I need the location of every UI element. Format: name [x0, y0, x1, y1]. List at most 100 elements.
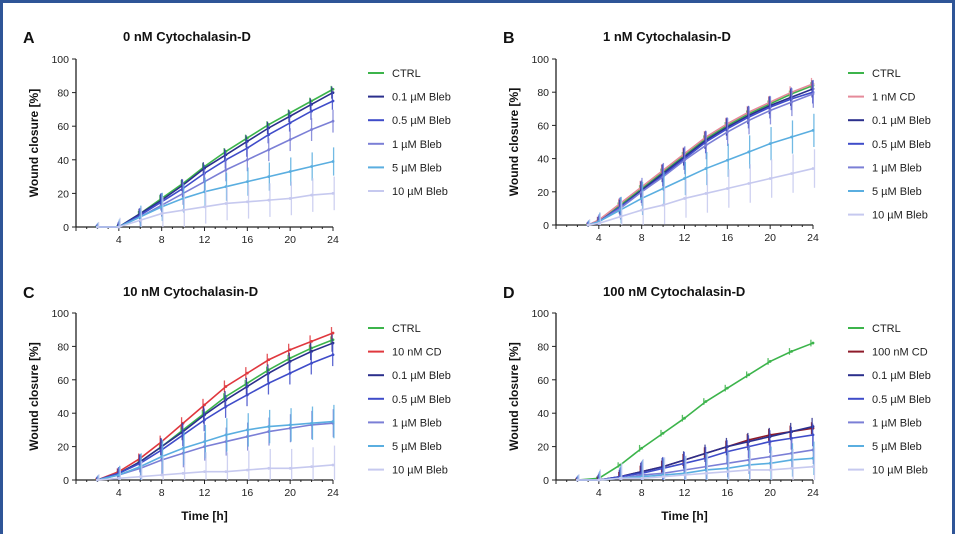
x-tick-label: 24 — [807, 487, 819, 499]
legend-label: CTRL — [872, 323, 901, 335]
panel-c: C 10 nM Cytochalasin-D 0 20 40 60 80 100 4 8 12 16 2… — [23, 284, 451, 523]
data-point — [181, 471, 185, 475]
series-2 — [575, 422, 815, 482]
data-point — [288, 348, 292, 352]
series-6 — [96, 176, 335, 229]
data-point — [267, 175, 271, 179]
data-point — [138, 218, 142, 222]
legend-label: 5 µM Bleb — [872, 441, 922, 453]
x-tick-label: 16 — [721, 232, 733, 244]
data-point — [661, 187, 665, 190]
series-line — [97, 91, 334, 228]
data-point — [747, 150, 751, 154]
data-point — [160, 473, 164, 477]
legend-label: 0.5 µM Bleb — [392, 394, 451, 406]
series-line — [97, 332, 334, 481]
legend-label: 10 µM Bleb — [872, 465, 928, 477]
legend-label: 1 µM Bleb — [872, 417, 922, 429]
data-point — [790, 100, 793, 104]
x-tick-label: 20 — [284, 487, 296, 499]
data-point — [224, 168, 228, 172]
x-axis-label: Time [h] — [181, 509, 227, 523]
data-point — [725, 470, 729, 474]
y-tick-label: 40 — [57, 408, 69, 420]
y-tick-label: 80 — [57, 88, 69, 100]
series-line — [97, 464, 334, 481]
data-point — [245, 468, 249, 472]
data-point — [704, 471, 708, 475]
data-point — [138, 465, 142, 469]
x-tick-label: 16 — [241, 487, 253, 499]
data-point — [267, 466, 271, 470]
legend-label: CTRL — [872, 68, 901, 80]
data-point — [704, 192, 708, 195]
y-tick-label: 20 — [537, 442, 549, 454]
data-point — [683, 473, 686, 477]
data-point — [245, 428, 249, 432]
series-line — [577, 342, 814, 481]
data-point — [811, 167, 815, 170]
y-axis-label: Wound closure [%] — [507, 342, 521, 450]
data-point — [768, 142, 772, 146]
data-point — [725, 158, 729, 162]
data-point — [288, 197, 292, 200]
x-tick-label: 20 — [764, 487, 776, 499]
chart-title: 1 nM Cytochalasin-D — [603, 29, 731, 44]
series-line — [97, 100, 334, 228]
data-point — [203, 418, 206, 422]
chart-title: 10 nM Cytochalasin-D — [123, 284, 258, 299]
series-line — [587, 129, 814, 226]
data-point — [245, 200, 249, 204]
data-point — [768, 440, 772, 443]
data-point — [331, 99, 335, 103]
legend-label: 5 µM Bleb — [392, 441, 442, 453]
y-tick-label: 60 — [537, 120, 549, 132]
y-tick-label: 60 — [57, 375, 69, 387]
x-tick-label: 24 — [327, 234, 339, 246]
y-axis-label: Wound closure [%] — [27, 342, 41, 450]
data-point — [181, 446, 185, 450]
series-7 — [96, 445, 336, 482]
legend-label: 10 µM Bleb — [392, 186, 448, 198]
data-point — [704, 468, 708, 472]
panel-d: D 100 nM Cytochalasin-D 0 20 40 60 80 100 4 8 12 16… — [503, 284, 931, 523]
series-7 — [576, 447, 816, 482]
legend-label: 10 nM CD — [392, 347, 442, 359]
data-point — [331, 353, 335, 357]
data-point — [267, 148, 271, 152]
legend-label: 0.1 µM Bleb — [392, 370, 451, 382]
data-point — [117, 473, 121, 477]
panel-a: A 0 nM Cytochalasin-D 0 20 40 60 80 100 4 8 12 16 20… — [23, 29, 451, 246]
y-tick-label: 20 — [57, 442, 69, 454]
y-tick-label: 60 — [537, 375, 549, 387]
data-point — [597, 221, 601, 225]
data-point — [245, 393, 249, 397]
data-point — [640, 197, 644, 200]
data-point — [310, 421, 313, 425]
legend-label: 5 µM Bleb — [872, 186, 922, 198]
data-point — [288, 466, 292, 470]
series-line — [97, 354, 334, 481]
data-point — [811, 465, 815, 469]
data-point — [288, 170, 292, 173]
data-point — [586, 223, 590, 227]
series-line — [97, 160, 334, 228]
y-tick-label: 40 — [57, 155, 69, 167]
data-point — [310, 128, 313, 131]
data-point — [245, 146, 249, 150]
panel-b: B 1 nM Cytochalasin-D 0 20 40 60 80 100 4 8 12 16 20… — [503, 29, 931, 244]
data-point — [96, 225, 99, 229]
data-point — [267, 425, 271, 428]
panel-letter: A — [23, 30, 35, 47]
data-point — [640, 446, 644, 450]
series-6 — [96, 404, 335, 482]
y-tick-label: 20 — [57, 188, 69, 200]
legend-label: CTRL — [392, 68, 421, 80]
x-tick-label: 16 — [721, 487, 733, 499]
data-point — [203, 205, 206, 209]
series-line — [97, 88, 334, 228]
data-point — [597, 478, 601, 482]
y-tick-label: 0 — [63, 222, 69, 234]
data-point — [811, 433, 815, 437]
data-point — [790, 466, 793, 470]
